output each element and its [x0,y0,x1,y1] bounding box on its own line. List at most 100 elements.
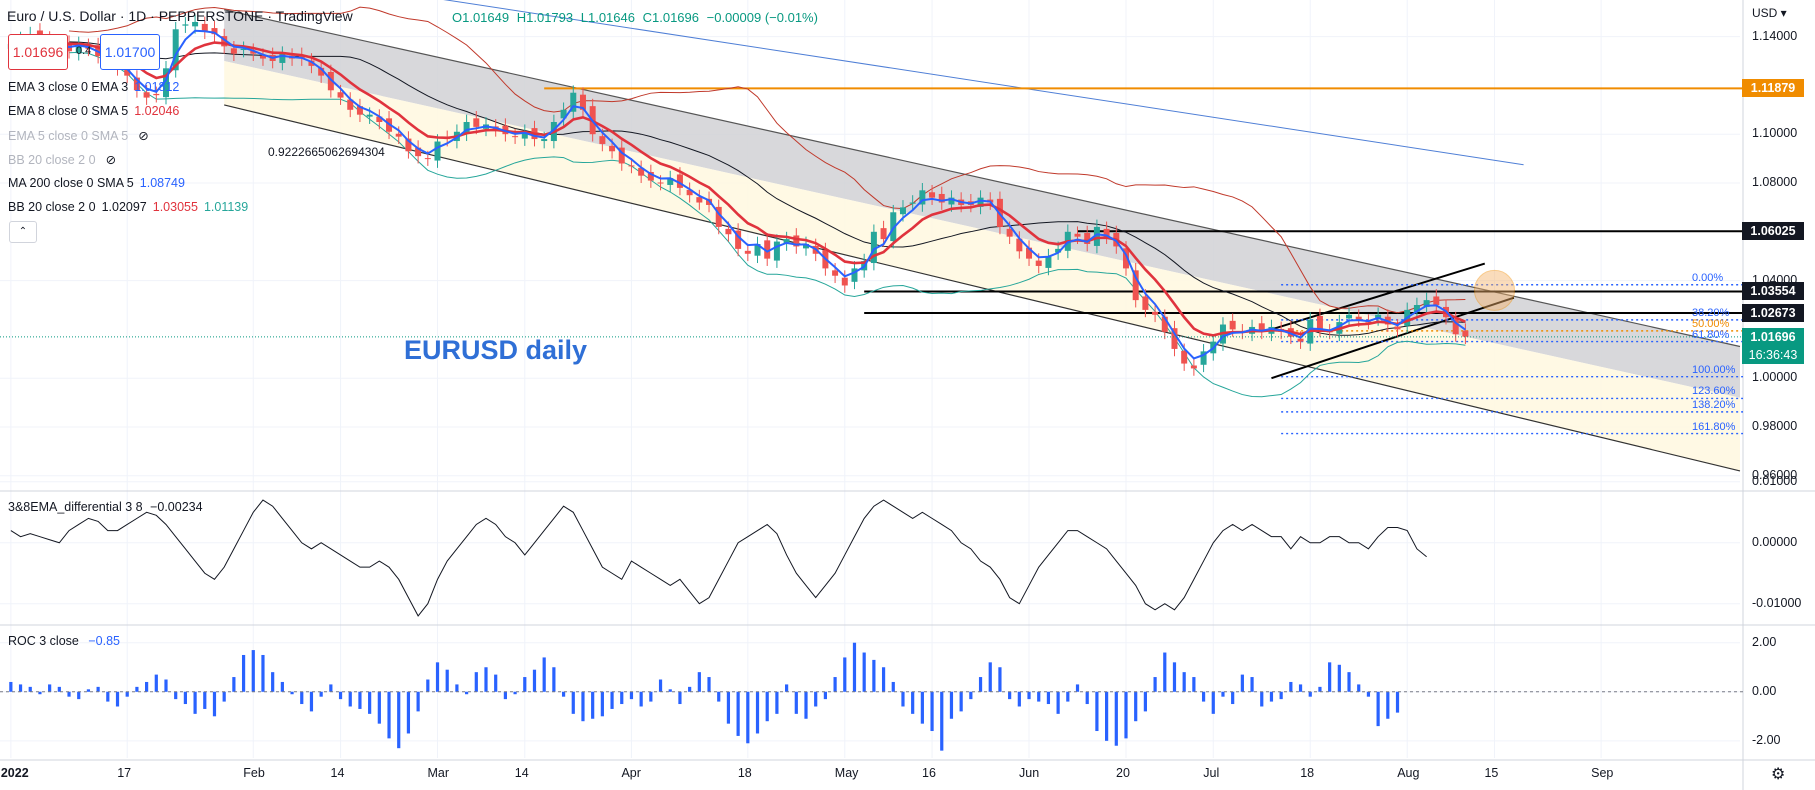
roc-bar [920,691,924,724]
candle-body [599,136,606,144]
candle-body [250,50,257,54]
legend-row[interactable]: EMA 8 close 0 SMA 5 1.02046 [8,104,179,118]
roc-bar [28,686,32,692]
candle-body [1355,316,1362,320]
price-tag: 1.02673 [1742,303,1804,322]
channel-top-line [224,9,1741,348]
price-axis-label: 0.98000 [1752,419,1798,433]
candle-body [230,48,237,54]
roc-bar [804,691,808,719]
roc-bar [911,691,915,714]
legend-row[interactable]: BB 20 close 2 0 1.02097 1.03055 1.01139 [8,200,248,214]
highlight-circle [1473,269,1515,311]
roc-bar [1201,691,1206,702]
candle-body [415,147,422,157]
candle-body [1423,300,1430,307]
roc-bar [949,691,954,719]
roc-bar [1095,691,1099,732]
roc-bar [1046,691,1051,705]
candle-body [638,167,645,176]
candle-body [657,182,664,184]
roc-bar [658,679,663,692]
fib-label: 123.60% [1692,385,1736,398]
currency-selector[interactable]: USD ▾ [1752,6,1787,20]
roc-bar [115,691,120,707]
collapse-legend-button[interactable]: ⌃ [9,221,37,243]
roc-bar [1124,691,1128,739]
roc-bar [542,657,546,692]
roc-bar [38,691,42,695]
roc-bar [1231,691,1235,705]
roc-bar [280,681,284,692]
roc-bar [881,667,886,692]
roc-bar [785,684,789,692]
candle-body [1190,365,1197,369]
candle-body [1152,311,1159,315]
roc-bar [406,691,411,734]
price-axis-label: 1.08000 [1752,175,1798,189]
roc-bar [387,691,391,739]
spread-value: 0.4 [76,45,92,57]
roc-bar [561,691,566,697]
roc-axis-label: 0.00 [1752,683,1777,698]
roc-bar [174,691,178,700]
candle-body [424,158,431,160]
candle-body [259,55,266,59]
roc-bar [1085,691,1089,705]
candle-body [1375,314,1382,319]
roc-bar [1250,677,1254,692]
legend-row[interactable]: MA 200 close 0 SMA 5 1.08749 [8,176,185,190]
roc-bar [1182,672,1186,692]
bb-upper-line [68,6,1466,314]
roc-axis-label: -2.00 [1752,732,1781,747]
ratio-note: 0.9222665062694304 [268,145,385,159]
candle-body [1316,315,1323,330]
time-axis-label: 2022 [0,766,29,780]
time-axis-label: 14 [514,766,529,780]
roc-bar [1260,691,1264,707]
legend-label: BB 20 close 2 0 [8,153,96,167]
roc-bar [765,691,769,722]
legend-label: EMA 8 close 0 SMA 5 [8,104,129,118]
legend-row[interactable]: BB 20 close 2 0 ⊘ [8,152,116,167]
roc-bar [1221,691,1225,697]
candle-body [347,99,354,110]
time-axis-label: Jun [1019,766,1040,780]
candle-body [773,241,780,261]
roc-bar [1328,662,1332,692]
hidden-eye-icon[interactable]: ⊘ [105,153,117,167]
legend-row[interactable]: EMA 3 close 0 EMA 3 1.01812 [8,80,179,94]
candle-body [1035,260,1042,266]
sell-button[interactable]: 1.01696 [8,34,68,70]
roc-bar [1269,691,1274,702]
roc-bar [552,667,556,692]
candle-body [221,36,228,47]
roc-bar [668,689,672,692]
price-axis-label: 0.96000 [1752,467,1798,482]
ema3-line [10,29,1466,360]
candle-body [715,206,722,227]
roc-bar [338,691,343,700]
legend-value: 1.02046 [134,104,180,118]
roc-bar [1211,691,1215,714]
roc-bar [183,691,187,705]
roc-bars [9,642,1400,751]
buy-button[interactable]: 1.01700 [100,34,160,70]
candle-body [1346,314,1353,319]
roc-bar [746,691,750,744]
legend-row[interactable]: EMA 5 close 0 SMA 5 ⊘ [8,128,149,143]
roc-bar [1105,691,1109,741]
roc-bar [1163,652,1167,692]
fib-label: 0.00% [1692,271,1724,284]
legend-label: BB 20 close 2 0 [8,200,96,214]
candle-body [279,53,286,63]
hidden-eye-icon[interactable]: ⊘ [138,129,149,143]
roc-bar [649,691,653,702]
fib-label: 100.00% [1692,363,1736,376]
gear-icon[interactable]: ⚙ [1771,766,1786,783]
roc-bar [348,691,352,707]
roc-bar [814,691,818,707]
candle-body [1142,296,1149,310]
